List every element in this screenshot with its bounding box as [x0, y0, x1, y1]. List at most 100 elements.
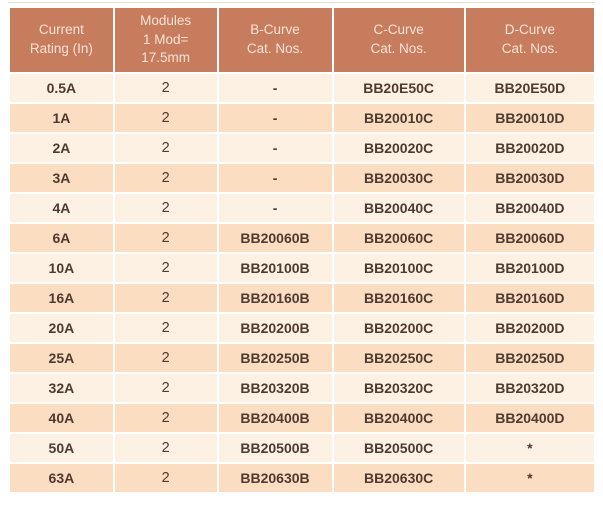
- cell-c_curve: BB20400C: [333, 404, 464, 432]
- cell-modules: 2: [114, 314, 217, 342]
- column-header-line: D-Curve: [504, 22, 555, 38]
- cell-modules: 2: [114, 104, 217, 132]
- cell-modules: 2: [114, 344, 217, 372]
- table-row: 16A 2 BB20160B BB20160C BB20160D: [10, 284, 594, 312]
- cell-c_curve: BB20060C: [333, 224, 464, 252]
- breaker-catalog-table: Current Rating (In) Modules 1 Mod= 17.5mm B-C…: [8, 6, 596, 494]
- cell-current_rating: 50A: [10, 434, 113, 462]
- table-header: Current Rating (In) Modules 1 Mod= 17.5mm B-C…: [10, 8, 594, 72]
- cell-b_curve: -: [218, 104, 332, 132]
- cell-b_curve: BB20200B: [218, 314, 332, 342]
- cell-current_rating: 16A: [10, 284, 113, 312]
- cell-current_rating: 6A: [10, 224, 113, 252]
- cell-d_curve: BB20010D: [465, 104, 594, 132]
- table-row: 50A 2 BB20500B BB20500C *: [10, 434, 594, 462]
- cell-c_curve: BB20320C: [333, 374, 464, 402]
- column-header-line: Rating (In): [29, 41, 93, 56]
- cell-c_curve: BB20250C: [333, 344, 464, 372]
- cell-b_curve: BB20400B: [218, 404, 332, 432]
- column-header-line: Current: [38, 22, 84, 38]
- cell-current_rating: 3A: [10, 164, 113, 192]
- cell-b_curve: BB20500B: [218, 434, 332, 462]
- cell-current_rating: 63A: [10, 464, 113, 492]
- table-body: 0.5A 2- BB20E50C BB20E50D 1A 2- BB20010C BB2001…: [10, 74, 594, 492]
- cell-modules: 2: [114, 134, 217, 162]
- cell-d_curve: BB20320D: [465, 374, 594, 402]
- table-row: 32A 2 BB20320B BB20320C BB20320D: [10, 374, 594, 402]
- cell-current_rating: 2A: [10, 134, 113, 162]
- cell-current_rating: 20A: [10, 314, 113, 342]
- column-header-d-curve: D-Curve Cat. Nos.: [465, 8, 594, 72]
- cell-c_curve: BB20500C: [333, 434, 464, 462]
- column-header-line: B-Curve: [250, 22, 300, 38]
- cell-d_curve: BB20400D: [465, 404, 594, 432]
- column-header-current-rating: Current Rating (In): [10, 8, 113, 72]
- cell-d_curve: BB20030D: [465, 164, 594, 192]
- column-header-line: 1 Mod=: [142, 31, 189, 47]
- cell-current_rating: 32A: [10, 374, 113, 402]
- cell-current_rating: 25A: [10, 344, 113, 372]
- cell-c_curve: BB20E50C: [333, 74, 464, 102]
- cell-d_curve: BB20020D: [465, 134, 594, 162]
- table-row: 40A 2 BB20400B BB20400C BB20400D: [10, 404, 594, 432]
- column-header-line: Cat. Nos.: [501, 41, 559, 56]
- cell-b_curve: BB20630B: [218, 464, 332, 492]
- cell-d_curve: *: [465, 434, 594, 462]
- cell-current_rating: 1A: [10, 104, 113, 132]
- cell-modules: 2: [114, 194, 217, 222]
- cell-b_curve: BB20160B: [218, 284, 332, 312]
- cell-current_rating: 40A: [10, 404, 113, 432]
- cell-c_curve: BB20010C: [333, 104, 464, 132]
- table-row: 25A 2 BB20250B BB20250C BB20250D: [10, 344, 594, 372]
- column-header-line: Cat. Nos.: [246, 41, 304, 56]
- cell-b_curve: -: [218, 74, 332, 102]
- cell-modules: 2: [114, 434, 217, 462]
- cell-current_rating: 4A: [10, 194, 113, 222]
- table-row: 6A 2 BB20060B BB20060C BB20060D: [10, 224, 594, 252]
- table-row: 1A 2- BB20010C BB20010D: [10, 104, 594, 132]
- cell-b_curve: BB20320B: [218, 374, 332, 402]
- cell-c_curve: BB20160C: [333, 284, 464, 312]
- cell-c_curve: BB20630C: [333, 464, 464, 492]
- table-row: 0.5A 2- BB20E50C BB20E50D: [10, 74, 594, 102]
- cell-current_rating: 10A: [10, 254, 113, 282]
- cell-d_curve: BB20160D: [465, 284, 594, 312]
- column-header-line: Cat. Nos.: [370, 41, 427, 56]
- cell-d_curve: BB20100D: [465, 254, 594, 282]
- cell-modules: 2: [114, 224, 217, 252]
- table-row: 20A 2 BB20200B BB20200C BB20200D: [10, 314, 594, 342]
- table-row: 2A 2- BB20020C BB20020D: [10, 134, 594, 162]
- cell-c_curve: BB20100C: [333, 254, 464, 282]
- cell-c_curve: BB20030C: [333, 164, 464, 192]
- table-row: 10A 2 BB20100B BB20100C BB20100D: [10, 254, 594, 282]
- table-row: 4A 2- BB20040C BB20040D: [10, 194, 594, 222]
- column-header-line: C-Curve: [373, 22, 424, 38]
- cell-c_curve: BB20040C: [333, 194, 464, 222]
- table-header-row: Current Rating (In) Modules 1 Mod= 17.5mm B-C…: [10, 8, 594, 72]
- cell-c_curve: BB20020C: [333, 134, 464, 162]
- column-header-b-curve: B-Curve Cat. Nos.: [218, 8, 332, 72]
- column-header-line: Modules: [140, 12, 192, 28]
- cell-modules: 2: [114, 74, 217, 102]
- cell-modules: 2: [114, 254, 217, 282]
- cell-d_curve: BB20040D: [465, 194, 594, 222]
- column-header-modules: Modules 1 Mod= 17.5mm: [114, 8, 217, 72]
- cell-b_curve: -: [218, 194, 332, 222]
- cell-modules: 2: [114, 284, 217, 312]
- cell-b_curve: -: [218, 134, 332, 162]
- cell-b_curve: BB20060B: [218, 224, 332, 252]
- cell-current_rating: 0.5A: [10, 74, 113, 102]
- cell-modules: 2: [114, 404, 217, 432]
- cell-b_curve: BB20250B: [218, 344, 332, 372]
- cell-modules: 2: [114, 464, 217, 492]
- cell-c_curve: BB20200C: [333, 314, 464, 342]
- cell-d_curve: BB20060D: [465, 224, 594, 252]
- cell-d_curve: BB20200D: [465, 314, 594, 342]
- top-hairline: [8, 2, 595, 3]
- cell-modules: 2: [114, 164, 217, 192]
- cell-b_curve: -: [218, 164, 332, 192]
- table-row: 3A 2- BB20030C BB20030D: [10, 164, 594, 192]
- column-header-line: 17.5mm: [141, 50, 191, 66]
- cell-b_curve: BB20100B: [218, 254, 332, 282]
